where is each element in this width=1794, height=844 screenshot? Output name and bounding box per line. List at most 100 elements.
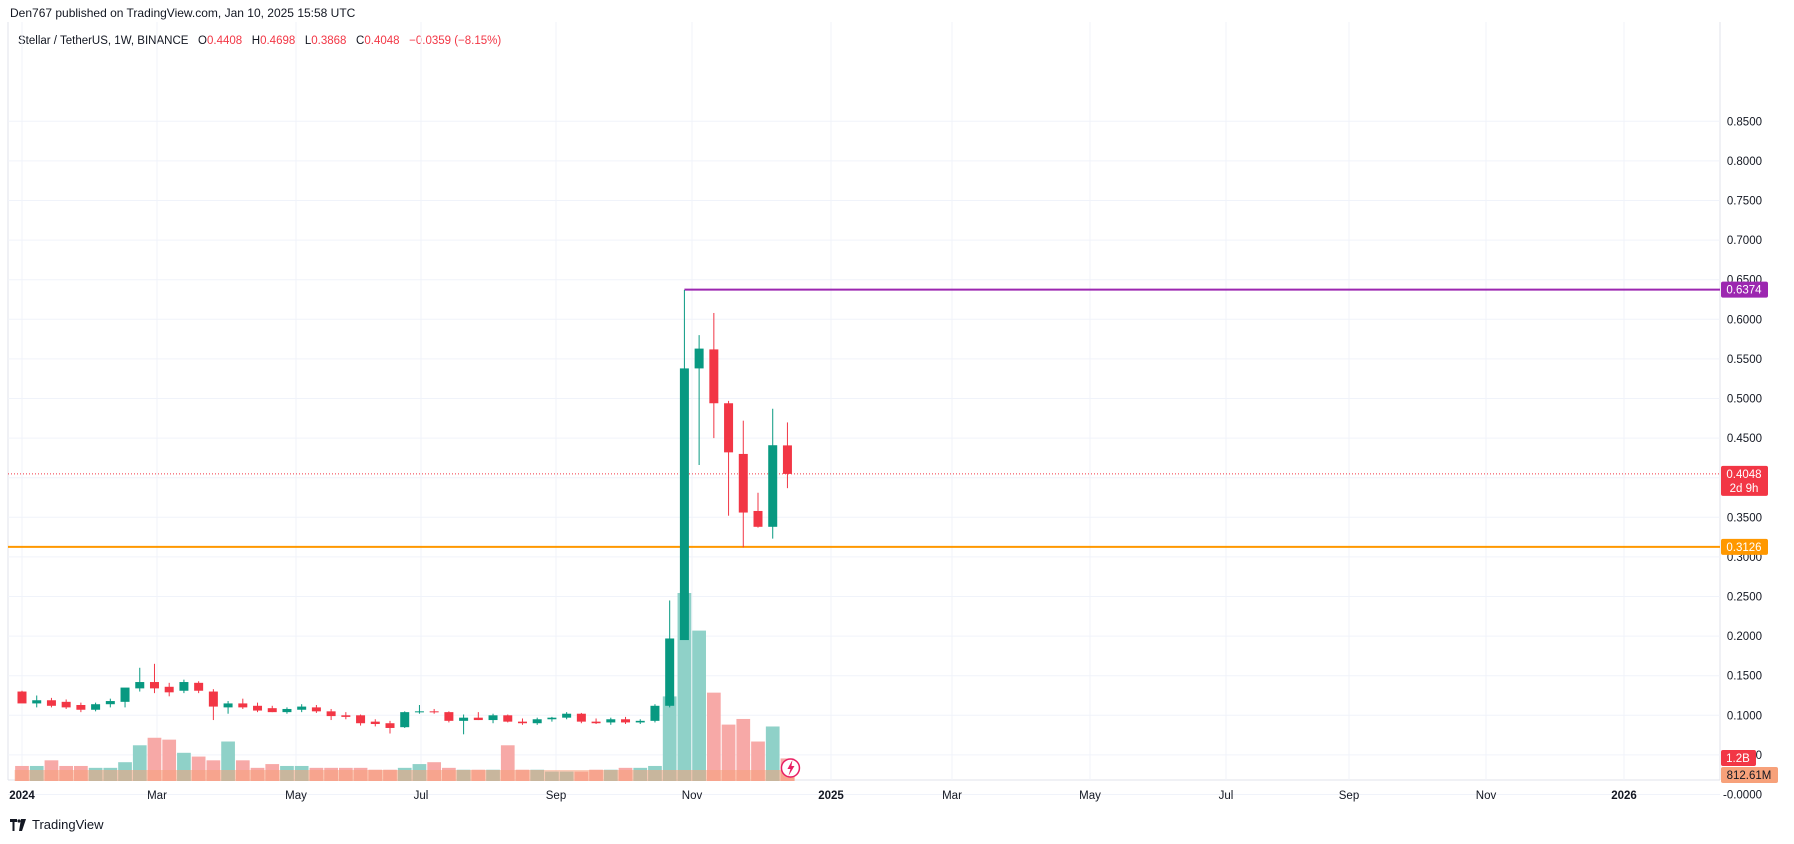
volume-bar [662,696,677,781]
candle-body [238,703,248,708]
candle-body [282,708,292,713]
x-tick-label: Nov [682,790,703,802]
candle-body [253,705,263,711]
y-tick-label: 0.6000 [1727,314,1762,326]
published-info: Den767 published on TradingView.com, Jan… [10,6,356,20]
candle-body [149,682,159,689]
close-value: 0.4048 [364,35,400,47]
candle-body [46,700,56,706]
y-tick-label: 0.2500 [1727,592,1762,604]
candle-body [17,691,27,704]
grid [7,22,1721,795]
candle-body [297,706,307,710]
x-tick-label: Nov [1476,790,1497,802]
candle-body [370,721,380,725]
high-label: H [251,35,261,47]
candle-body [606,719,616,723]
volume-ma-strip [14,770,795,781]
open-label: O [198,35,207,47]
candle-body [488,715,498,721]
candle-body [532,719,542,724]
x-tick-label: 2024 [9,790,35,802]
candle-body [326,711,336,717]
volume-ma-label: 812.61M [1727,770,1772,782]
candle-body [768,445,778,527]
y-tick-label: 0.5500 [1727,354,1762,366]
volume-bar [706,692,721,781]
x-tick-label: Sep [546,790,566,802]
y-tick-label: -0.0000 [1723,790,1762,802]
candle-body [356,715,366,724]
candle-body [267,708,277,713]
y-tick-label: 0.8000 [1727,156,1762,168]
y-tick-label: 0.3500 [1727,512,1762,524]
x-tick-label: Jul [414,790,429,802]
volume-bar [692,630,706,781]
x-tick-label: May [1079,790,1101,802]
candle-body [105,701,115,705]
candle-body [135,682,145,689]
current-price-label: 0.4048 [1726,469,1761,481]
candle-body [679,368,689,641]
candle-body [694,348,704,369]
resistance-price-label-bg [1721,281,1768,298]
resistance-price-label: 0.6374 [1726,285,1762,297]
volume-label-bg [1721,750,1756,766]
candle-body [32,700,42,704]
support-price-label: 0.3126 [1726,542,1761,554]
candle-body [164,686,174,693]
candle-body [576,713,586,722]
candle-body [753,510,763,527]
volume-bar [736,718,751,781]
candle-body [591,721,601,724]
footer-brand-text: TradingView [32,817,104,832]
y-tick-label: 0.2000 [1727,631,1762,643]
candle-body [650,705,660,721]
candle-body [665,638,675,706]
volume-ma-label-bg [1721,767,1778,783]
candle-body [429,711,439,713]
candle-body [120,687,130,702]
high-value: 0.4698 [260,35,296,47]
candle-body [547,717,557,720]
candle-body [194,682,204,691]
volume-label: 1.2B [1726,753,1750,765]
candle-body [503,715,513,722]
x-tick-label: Sep [1339,790,1359,802]
change-value: −0.0359 (−8.15%) [409,35,502,47]
price-axis: 0.85000.80000.75000.70000.65000.60000.55… [1723,116,1762,801]
candle-body [621,719,631,723]
symbol-title: Stellar / TetherUS, 1W, BINANCE [18,35,189,47]
footer-brand[interactable]: TradingView [10,817,104,832]
candle-body [782,445,792,474]
candle-body [76,705,86,710]
candle-body [91,704,101,710]
candle-body [562,713,572,718]
candle-body [61,701,71,708]
x-tick-label: Mar [942,790,962,802]
current-price-label-countdown: 2d 9h [1730,483,1759,495]
volume-bars [14,593,795,781]
x-tick-label: 2026 [1611,790,1637,802]
y-tick-label: 0.5000 [1727,394,1762,406]
open-value: 0.4408 [206,35,243,47]
support-price-label-bg [1721,538,1768,555]
close-label: C [356,35,365,47]
candle-body [414,711,424,713]
volume-bar [765,726,780,781]
tradingview-logo-icon [10,818,26,831]
candle-body [400,712,410,728]
candle-body [341,715,351,717]
price-labels: 0.6374 0.4048 2d 9h 0.3126 1.2B 812.61M [780,281,1778,783]
current-price-label-bg [1721,465,1768,496]
candle-body [179,682,189,691]
symbol-legend: Stellar / TetherUS, 1W, BINANCE O0.4408 … [18,35,501,47]
y-tick-label: 0.8500 [1727,116,1762,128]
candle-body [311,707,321,712]
y-tick-label: 0.4500 [1727,433,1762,445]
y-tick-label: 0.1000 [1727,710,1762,722]
candle-body [208,691,218,707]
candle-body [444,712,454,721]
candle-body [473,717,483,721]
